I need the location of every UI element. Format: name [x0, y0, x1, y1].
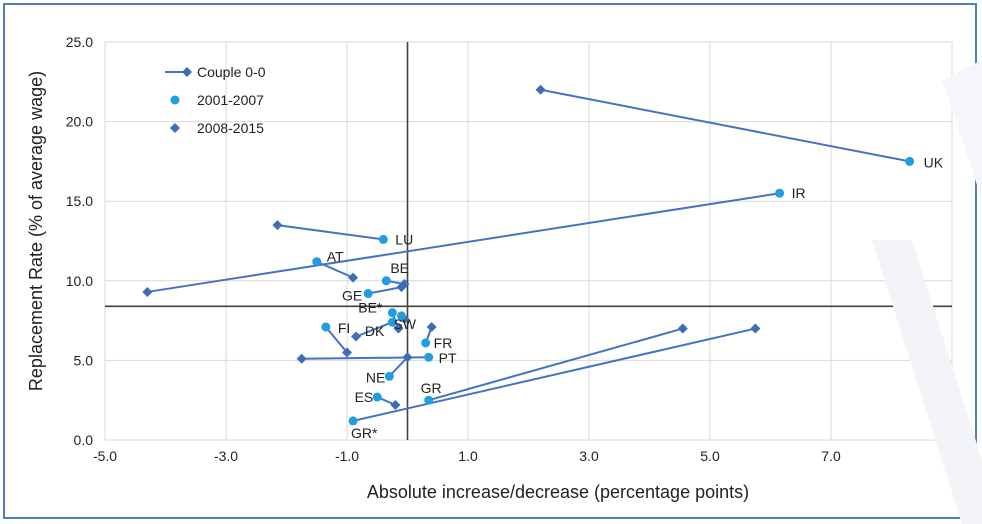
point-label-GR: GR: [421, 380, 442, 396]
diamond-2008-2015-AT: [348, 272, 359, 283]
point-label-PT: PT: [439, 350, 457, 366]
x-tick-label: -3.0: [214, 448, 238, 464]
circle-2001-2007-FI: [321, 322, 331, 332]
x-tick-label: 5.0: [700, 448, 720, 464]
point-label-NE: NE: [366, 369, 385, 385]
connector-DK: [355, 321, 393, 338]
grid: [104, 41, 953, 441]
circle-2001-2007-UK: [905, 156, 915, 166]
legend: Couple 0-0 2001-2007 2008-2015: [165, 64, 266, 136]
circle-2001-2007-PT: [424, 352, 434, 362]
circle-2001-2007-BE: [381, 276, 391, 286]
diamond-2008-2015-NE: [402, 352, 413, 363]
circle-2001-2007-FR: [421, 338, 431, 348]
x-tick-label: 7.0: [821, 448, 841, 464]
connector-GR: [428, 327, 684, 402]
circle-2001-2007-AT: [312, 257, 322, 267]
connector-GE: [367, 286, 402, 295]
circle-2001-2007-ES: [372, 392, 382, 402]
diamond-2008-2015-LU: [272, 220, 283, 231]
circle-2001-2007-GR: [424, 395, 434, 405]
point-label-LU: LU: [395, 231, 413, 247]
diamond-2008-2015-BE*: [393, 323, 404, 334]
point-label-FI: FI: [338, 320, 350, 336]
diamond-2008-2015-IR: [142, 286, 153, 297]
point-label-DK: DK: [365, 323, 385, 339]
connector-LU: [277, 224, 384, 241]
circle-2001-2007-IR: [775, 188, 785, 198]
point-label-UK: UK: [924, 154, 944, 170]
legend-line-diamond-swatch: [182, 67, 192, 77]
connector-IR: [147, 192, 780, 293]
legend-circle-swatch: [170, 95, 180, 105]
diamond-2008-2015-FI: [342, 347, 352, 358]
diamond-2008-2015-GR: [677, 323, 688, 334]
diamond-2008-2015-UK: [535, 84, 546, 95]
point-label-SW: SW: [393, 316, 416, 332]
tick-labels: -5.0 -3.0 -1.0 1.0 3.0 5.0 7.0 9.0 0.0 5.0 10.0 15.…: [66, 34, 962, 464]
circle-2001-2007-GE: [363, 289, 373, 299]
point-label-BE: BE: [390, 260, 409, 276]
circle-2001-2007-SW: [396, 311, 406, 321]
x-tick-label: 1.0: [458, 448, 478, 464]
reference-lines: [105, 42, 952, 440]
connector-UK: [540, 88, 910, 163]
chart-frame: [3, 3, 977, 519]
x-tick-label: -1.0: [335, 448, 359, 464]
y-tick-label: 25.0: [66, 34, 93, 50]
connector-lines: [147, 88, 910, 422]
legend-diamond-swatch: [170, 123, 180, 133]
y-tick-label: 15.0: [66, 193, 93, 209]
y-axis-label: Replacement Rate (% of average wage): [26, 71, 46, 391]
connector-GR*: [352, 327, 756, 422]
connector-FI: [325, 326, 348, 354]
legend-entry: 2001-2007: [197, 92, 264, 108]
point-label-GE: GE: [342, 288, 362, 304]
diamond-2008-2015-DK: [351, 331, 362, 342]
point-label-FR: FR: [434, 335, 453, 351]
diamond-2008-2015-ES: [390, 399, 401, 410]
diamond-2008-2015-GR*: [750, 323, 761, 334]
diamond-2008-2015-PT: [296, 353, 307, 364]
point-label-AT: AT: [327, 249, 344, 265]
point-label-ES: ES: [355, 389, 374, 405]
circle-2001-2007-NE: [384, 371, 394, 381]
circle-2001-2007-BE*: [387, 308, 397, 318]
point-label-BE*: BE*: [358, 300, 383, 316]
x-tick-label: 9.0: [942, 448, 962, 464]
y-tick-label: 0.0: [74, 432, 94, 448]
diamond-2008-2015-FR: [426, 321, 437, 332]
x-axis-label: Absolute increase/decrease (percentage p…: [367, 482, 749, 502]
connector-AT: [316, 260, 354, 279]
circle-2001-2007-LU: [378, 234, 388, 244]
y-tick-label: 10.0: [66, 273, 93, 289]
circle-2001-2007-DK: [387, 317, 397, 327]
point-label-IR: IR: [792, 185, 806, 201]
diamond-2008-2015-GE: [396, 282, 407, 293]
legend-entry: Couple 0-0: [197, 64, 266, 80]
y-tick-label: 5.0: [74, 352, 94, 368]
x-tick-label: 3.0: [579, 448, 599, 464]
y-tick-label: 20.0: [66, 114, 93, 130]
point-label-GR*: GR*: [351, 425, 378, 441]
legend-entry: 2008-2015: [197, 120, 264, 136]
points: [142, 84, 915, 426]
circle-2001-2007-GR*: [348, 416, 358, 426]
x-tick-label: -5.0: [93, 448, 117, 464]
